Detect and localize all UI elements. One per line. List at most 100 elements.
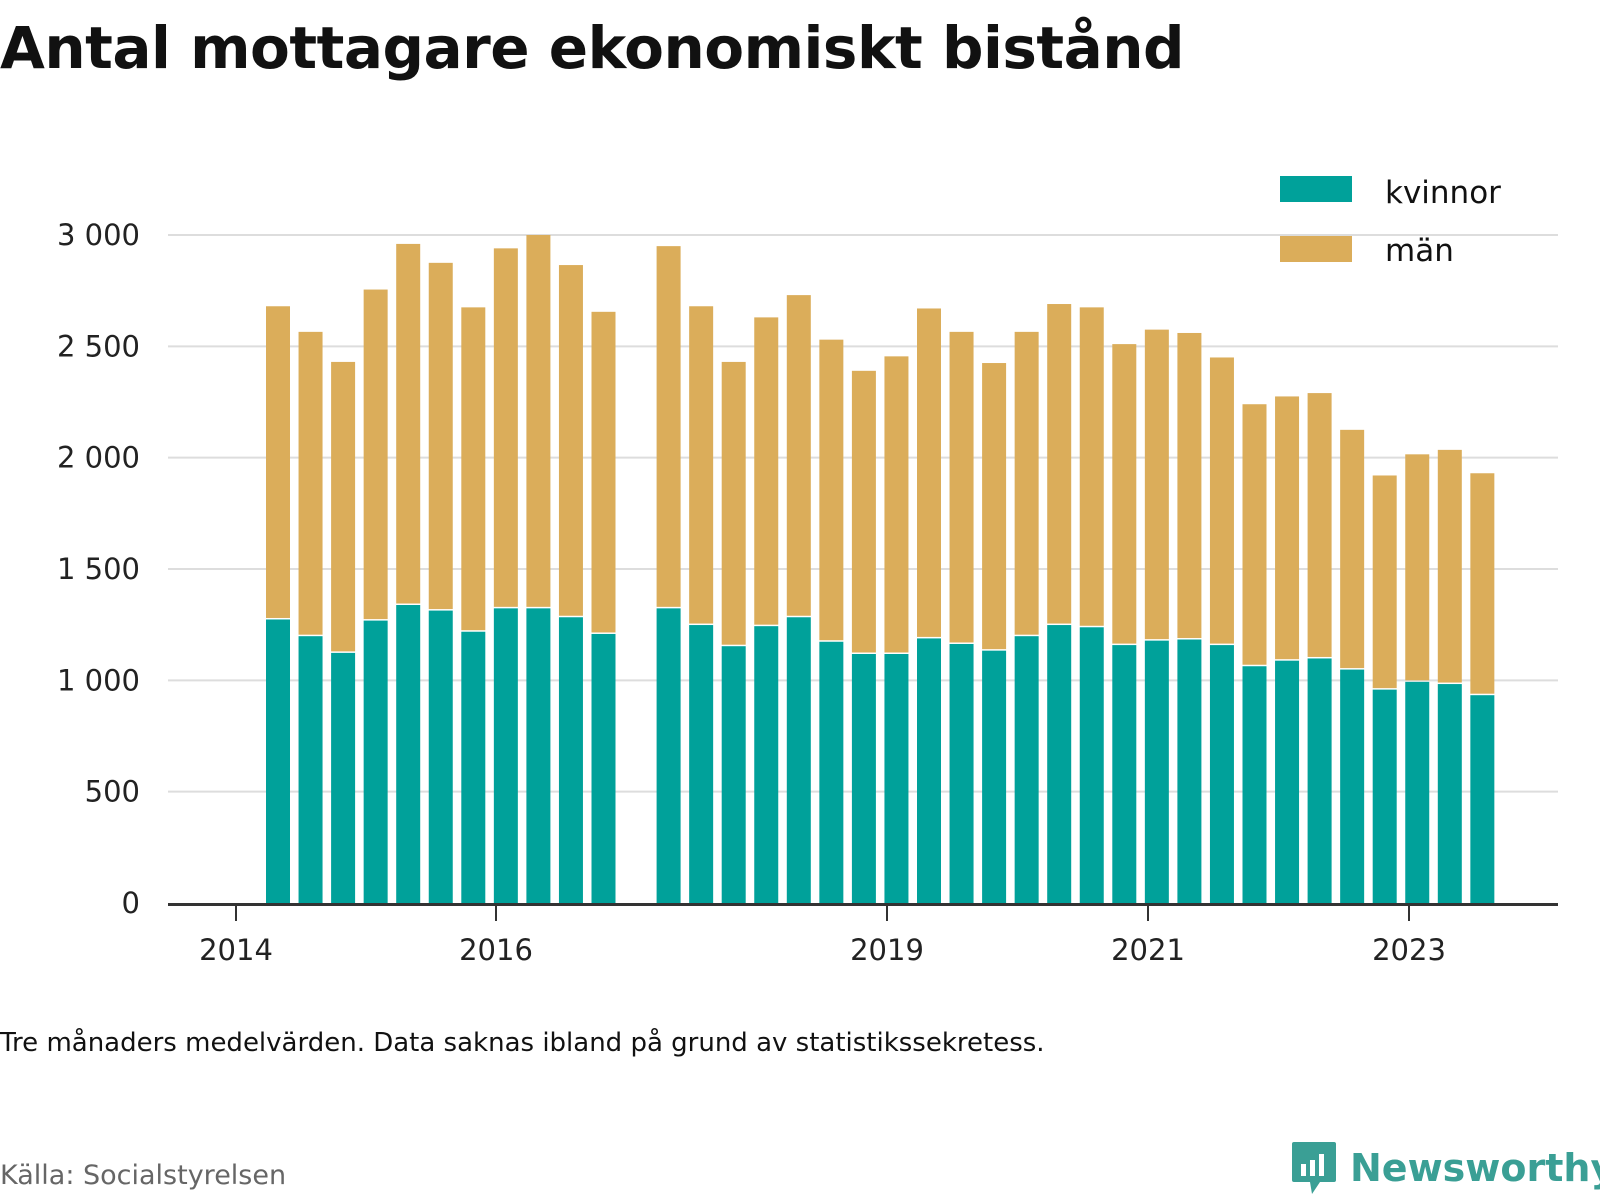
bar-kvinnor <box>1372 689 1397 903</box>
bar-kvinnor <box>331 652 356 903</box>
bar-kvinnor <box>1275 660 1300 903</box>
bar-kvinnor <box>1209 645 1234 903</box>
legend-swatch-kvinnor <box>1280 176 1352 202</box>
bar-kvinnor <box>851 654 876 903</box>
bar-kvinnor <box>526 608 551 903</box>
y-tick-label: 0 <box>122 886 140 920</box>
bar-kvinnor <box>1307 658 1332 903</box>
y-tick-label: 500 <box>85 775 140 809</box>
bar-kvinnor <box>266 619 290 903</box>
x-tick-label: 2019 <box>850 933 924 967</box>
x-tick-label: 2016 <box>459 933 533 967</box>
bar-man <box>1242 404 1267 665</box>
bar-man <box>786 295 811 616</box>
bar-man <box>1470 473 1495 694</box>
bar-man <box>558 265 583 616</box>
brand-name: Newsworthy <box>1350 1146 1600 1190</box>
bars <box>266 235 1495 903</box>
newsworthy-logo-icon <box>1292 1142 1336 1194</box>
bar-man <box>1014 331 1039 635</box>
bar-kvinnor <box>1242 666 1267 903</box>
bar-kvinnor <box>591 633 616 903</box>
legend-label-man: män <box>1385 233 1454 269</box>
bar-man <box>1340 429 1365 669</box>
bar-kvinnor <box>949 643 974 903</box>
bar-kvinnor <box>917 638 941 903</box>
bar-kvinnor <box>1112 645 1137 903</box>
bar-kvinnor <box>1437 684 1462 903</box>
bar-man <box>1047 304 1072 624</box>
bar-man <box>721 361 746 645</box>
legend-swatch-man <box>1280 236 1352 262</box>
source-label: Källa: Socialstyrelsen <box>0 1160 287 1191</box>
bar-man <box>1372 475 1397 689</box>
bar-kvinnor <box>1047 625 1072 903</box>
bar-man <box>851 370 876 653</box>
bar-kvinnor <box>1405 681 1430 903</box>
bar-kvinnor <box>298 636 323 903</box>
bar-kvinnor <box>1340 669 1365 903</box>
bar-kvinnor <box>1144 640 1169 903</box>
bar-man <box>298 331 323 635</box>
legend: kvinnor män <box>1280 175 1501 269</box>
bar-kvinnor <box>884 654 909 903</box>
bar-kvinnor <box>493 608 518 903</box>
bar-kvinnor <box>819 641 844 903</box>
bar-man <box>1209 357 1234 644</box>
bar-man <box>526 235 551 607</box>
bar-man <box>1177 332 1202 639</box>
bar-man <box>754 317 779 625</box>
y-tick-label: 2 000 <box>57 441 140 475</box>
bar-kvinnor <box>656 608 681 903</box>
bar-kvinnor <box>1014 636 1039 903</box>
bar-man <box>884 356 909 653</box>
bar-kvinnor <box>721 646 746 903</box>
x-tick-label: 2014 <box>199 933 273 967</box>
brand-logo: Newsworthy <box>1290 1140 1600 1196</box>
bar-man <box>656 246 681 607</box>
bar-man <box>819 339 844 641</box>
bar-man <box>493 248 518 607</box>
bar-kvinnor <box>1079 627 1104 903</box>
bar-kvinnor <box>363 620 388 903</box>
chart-note: Tre månaders medelvärden. Data saknas ib… <box>0 1028 1045 1058</box>
bar-man <box>1307 393 1332 657</box>
x-tick-label: 2023 <box>1372 933 1446 967</box>
x-axis: 2014 2016 2019 2021 2023 <box>168 903 1558 967</box>
bar-man <box>591 311 616 633</box>
bar-man <box>1437 449 1462 683</box>
y-tick-label: 2 500 <box>57 329 140 363</box>
bar-kvinnor <box>558 617 583 903</box>
y-axis-ticks: 0 500 1 000 1 500 2 000 2 500 3 000 <box>57 218 140 920</box>
bar-kvinnor <box>1177 639 1202 903</box>
bar-kvinnor <box>461 631 486 903</box>
bar-man <box>1079 307 1104 626</box>
bar-man <box>331 361 356 652</box>
y-tick-label: 1 000 <box>57 663 140 697</box>
bar-man <box>1144 329 1169 640</box>
bar-kvinnor <box>786 617 811 903</box>
bar-kvinnor <box>754 626 779 903</box>
bar-man <box>1275 396 1300 660</box>
bar-kvinnor <box>689 625 714 903</box>
y-tick-label: 3 000 <box>57 218 140 252</box>
bar-kvinnor <box>1470 695 1495 903</box>
bar-man <box>363 289 388 620</box>
bar-man <box>1405 454 1430 681</box>
y-tick-label: 1 500 <box>57 552 140 586</box>
bar-man <box>689 306 714 624</box>
bar-kvinnor <box>396 605 421 903</box>
x-tick-label: 2021 <box>1111 933 1185 967</box>
bar-kvinnor <box>982 650 1007 903</box>
bar-man <box>461 307 486 631</box>
bar-man <box>949 331 974 643</box>
bar-man <box>1112 344 1137 644</box>
bar-man <box>428 262 453 610</box>
bar-man <box>982 363 1007 650</box>
chart-title: Antal mottagare ekonomiskt bistånd <box>0 14 1185 82</box>
bar-kvinnor <box>428 610 453 903</box>
legend-label-kvinnor: kvinnor <box>1385 175 1501 211</box>
bar-man <box>266 306 290 618</box>
bar-man <box>396 243 421 604</box>
